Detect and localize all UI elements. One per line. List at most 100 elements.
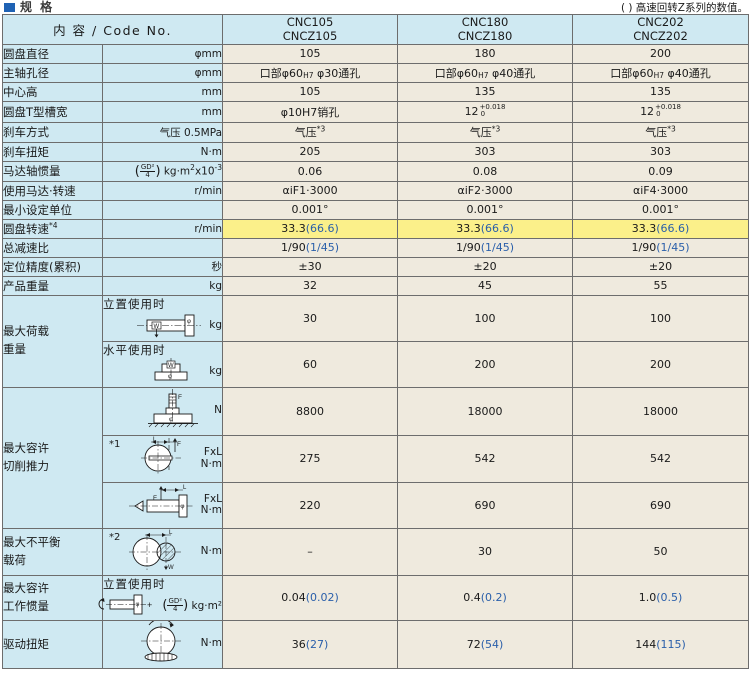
header-col-cnc202: CNC202 CNCZ202: [572, 14, 750, 45]
group-value-cnc202: 542: [572, 434, 750, 483]
row-label: 中心高: [2, 81, 103, 102]
row-value-cnc180: 12 +0.018 0: [397, 100, 574, 123]
axial-cutting-force-diagram-icon: F φ: [138, 388, 210, 434]
row-value-cnc202: αiF4·3000: [572, 180, 750, 201]
diagram-cell-drive-torque: N·m: [101, 618, 224, 669]
svg-text:F: F: [153, 495, 157, 502]
diagram-unit-line1: FxL: [203, 446, 223, 459]
paren-close: ): [183, 597, 189, 613]
svg-text:W: W: [168, 565, 174, 571]
diagram-unit-line2: N·m: [200, 504, 223, 517]
diagram-unit: kg: [209, 319, 223, 332]
row-value-cnc180: 0.001°: [397, 199, 574, 220]
paren-open: (: [162, 597, 168, 613]
row-label: 产品重量: [2, 275, 103, 296]
group-label-line2: 载荷: [3, 552, 26, 567]
row-unit: r/min: [101, 218, 224, 239]
diagram-row: L F FxL N·m: [103, 436, 222, 481]
header-col-cnc202-line1: CNC202: [637, 15, 684, 29]
row-unit: [101, 237, 224, 258]
vertical-mount-load-diagram-icon: W φ: [133, 312, 205, 341]
header-note: ( ) 高速回转Z系列的数值。: [620, 2, 748, 14]
row-label: 圆盘直径: [2, 43, 103, 64]
diagram-row: L F φ: [103, 484, 222, 527]
header-col-cnc180-line2: CNCZ180: [457, 29, 513, 44]
row-value-cnc202: 55: [572, 275, 750, 296]
radial-moment-diagram-icon: L F: [131, 436, 197, 481]
diagram-unit-text: kg·m²: [191, 599, 223, 612]
tol-base-202: 12: [640, 104, 655, 118]
header-col-cnc202-line2: CNCZ202: [633, 29, 688, 44]
diagram-cell-unbalanced-load: *2 L: [101, 527, 224, 576]
table-row-group-unbalanced-load: 最大不平衡 载荷 *2: [2, 527, 750, 576]
header-col-cnc105: CNC105 CNCZ105: [222, 14, 399, 45]
svg-text:W: W: [154, 324, 160, 330]
row-value-cnc180: 1/90(1/45): [397, 237, 574, 258]
row-value-cnc202: 口部φ60H7 φ40通孔: [572, 62, 750, 83]
gd2-over-4-fraction: GD² 4: [167, 596, 184, 614]
row-value-cnc202: 0.001°: [572, 199, 750, 220]
row-label: 主轴孔径: [2, 62, 103, 83]
svg-text:φ: φ: [180, 504, 184, 510]
table-row-highlighted: 圆盘转速*4 r/min 33.3(66.6) 33.3(66.6) 33.3(…: [2, 218, 750, 239]
row-unit: N·m: [101, 141, 224, 162]
paren-open: (: [134, 164, 140, 180]
group-value-cnc180: 690: [397, 481, 574, 529]
table-row: 刹车扭矩 N·m 205 303 303: [2, 141, 750, 162]
group-value-cnc202: 18000: [572, 386, 750, 436]
group-label-line1: 最大荷载: [3, 324, 49, 339]
group-value-cnc180: 18000: [397, 386, 574, 436]
group-value-cnc105: 36(27): [222, 619, 399, 669]
table-row: 定位精度(累积) 秒 ±30 ±20 ±20: [2, 256, 750, 277]
diagram-heading: 立置使用时: [103, 577, 166, 592]
table-row-group-cutting-force-overhang: L F φ: [3, 481, 750, 529]
diagram-unit: N·m: [200, 637, 223, 650]
tolerance-stack: +0.018 0: [479, 102, 506, 118]
table-row: 总减速比 1/90(1/45) 1/90(1/45) 1/90(1/45): [2, 237, 750, 258]
header-col-cnc105-line1: CNC105: [286, 15, 334, 29]
row-value-cnc105: 33.3(66.6): [222, 218, 399, 239]
row-value-cnc202: 气压*3: [572, 121, 750, 143]
group-value-cnc105: 0.04(0.02): [222, 574, 399, 621]
row-value-cnc105: 32: [222, 275, 399, 296]
table-row: 刹车方式 气压 0.5MPa 气压*3 气压*3 气压*3: [2, 121, 750, 143]
header-col-cnc180-line1: CNC180: [461, 15, 509, 29]
group-label-line2: 切削推力: [3, 458, 49, 473]
table-row-group-max-load-horizontal: 水平使用时 W φ k: [3, 340, 750, 388]
diagram-row: W φ kg: [103, 357, 222, 387]
unbalanced-load-diagram-icon: L W: [119, 529, 197, 574]
diagram-unit: N·m: [200, 544, 223, 557]
group-value-cnc105: 60: [222, 340, 399, 388]
group-value-cnc202: 144(115): [572, 619, 750, 669]
table-row-group-cutting-force-axial: 最大容许 切削推力: [2, 386, 750, 529]
row-value-cnc180: 0.08: [397, 160, 574, 182]
footnote-marker-1: *1: [109, 438, 121, 450]
row-value-cnc180: 气压*3: [397, 121, 574, 143]
row-label: 圆盘T型槽宽: [2, 100, 103, 123]
diagram-row: φ + (GD² 4) kg·m²: [98, 592, 223, 619]
group-value-cnc105: 30: [222, 294, 399, 342]
row-value-cnc202: 33.3(66.6): [572, 218, 750, 239]
group-value-cnc180: 0.4(0.2): [397, 574, 574, 621]
group-value-cnc105: 8800: [222, 386, 399, 436]
svg-text:φ: φ: [187, 319, 191, 325]
page-topbar: 规 格 ( ) 高速回转Z系列的数值。: [0, 0, 750, 14]
row-label: 刹车扭矩: [2, 141, 103, 162]
svg-text:W: W: [168, 363, 174, 369]
group-value-cnc202: 100: [572, 294, 750, 342]
diagram-cell-work-inertia: 立置使用时 φ +: [98, 574, 224, 621]
diagram-cell-radial-moment: *1 L F: [101, 434, 224, 483]
table-row-group-work-inertia: 最大容许 工作惯量 立置使用时: [2, 574, 750, 621]
row-value-cnc202: 303: [572, 141, 750, 162]
diagram-heading: 立置使用时: [103, 296, 166, 311]
row-value-cnc105: 0.06: [222, 160, 399, 182]
table-row-group-cutting-force-radial: *1 L F: [3, 434, 750, 483]
group-value-cnc105: 220: [222, 481, 399, 529]
header-col-cnc105-line2: CNCZ105: [282, 29, 338, 44]
row-unit: r/min: [101, 180, 224, 201]
diagram-row: W φ kg: [103, 312, 222, 341]
row-unit: 秒: [101, 256, 224, 277]
gd2-over-4-fraction: GD² 4: [139, 162, 156, 180]
group-label-line1: 最大容许: [3, 440, 49, 455]
